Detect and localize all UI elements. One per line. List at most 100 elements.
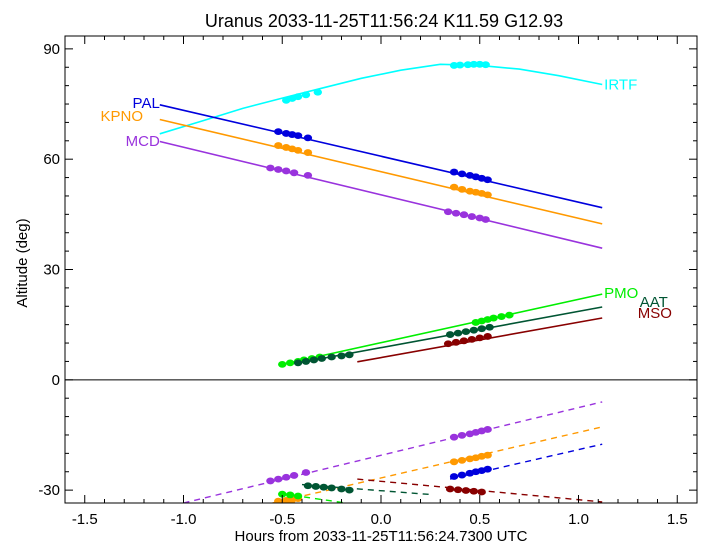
site-label-mso: MSO xyxy=(638,305,672,322)
mso-below-horizon-point xyxy=(445,485,455,493)
mcd-point xyxy=(282,167,291,175)
irtf-point xyxy=(469,60,479,68)
aat-point xyxy=(293,359,303,367)
kpno-point xyxy=(293,146,303,154)
x-tick-label: 1.5 xyxy=(667,511,688,528)
pal-below-horizon-point xyxy=(483,465,492,473)
pal-series-line xyxy=(159,104,603,209)
site-label-irtf: IRTF xyxy=(604,77,637,94)
pal-below-horizon-point xyxy=(457,471,467,479)
plot-area xyxy=(65,60,697,503)
aat-point xyxy=(345,351,354,359)
y-tick-label: 60 xyxy=(43,151,60,168)
x-tick-label: 0.0 xyxy=(371,511,392,528)
x-tick-label: 0.5 xyxy=(469,511,490,528)
x-axis-label: Hours from 2033-11-25T11:56:24.7300 UTC xyxy=(235,528,528,545)
aat-point xyxy=(309,356,319,364)
aat-point xyxy=(337,352,346,360)
mcd-point xyxy=(289,169,299,177)
pal-point xyxy=(303,134,313,142)
chart-title: Uranus 2033-11-25T11:56:24 K11.59 G12.93 xyxy=(205,11,563,31)
pmo-point xyxy=(278,360,287,368)
mcd-below-horizon-point xyxy=(483,426,492,433)
x-tick-label: -1.0 xyxy=(171,511,197,528)
x-tick-label: -0.5 xyxy=(269,511,295,528)
y-axis-label: Altitude (deg) xyxy=(14,218,31,307)
mso-below-horizon-point xyxy=(469,487,479,495)
mcd-point xyxy=(459,211,469,219)
pmo-series-line xyxy=(282,293,603,366)
mso-point xyxy=(467,335,477,343)
mcd-point xyxy=(443,208,453,216)
aat-below-horizon-point xyxy=(319,483,328,491)
mso-below-horizon-point xyxy=(477,488,486,496)
mso-point xyxy=(443,340,453,348)
kpno-series-line xyxy=(159,118,603,225)
pal-point xyxy=(457,170,467,178)
site-label-kpno: KPNO xyxy=(101,108,144,125)
mso-point xyxy=(459,337,469,345)
site-label-mcd: MCD xyxy=(126,133,160,150)
aat-point xyxy=(317,355,326,362)
site-label-pmo: PMO xyxy=(604,285,638,302)
mcd-point xyxy=(303,171,313,179)
mcd-below-horizon-point xyxy=(457,431,467,439)
mcd-below-horizon-point xyxy=(289,472,299,479)
irtf-point xyxy=(301,91,311,99)
kpno-point xyxy=(303,149,313,156)
x-tick-label: 1.0 xyxy=(568,511,589,528)
pal-point xyxy=(483,176,492,184)
aat-below-horizon-point xyxy=(345,486,354,494)
x-tick-label: -1.5 xyxy=(72,511,98,528)
aat-point xyxy=(453,329,463,337)
mcd-point xyxy=(451,209,461,217)
site-label-aat: AAT xyxy=(640,294,668,311)
y-tick-label: 90 xyxy=(43,41,60,58)
mcd-point xyxy=(481,216,490,223)
axes: -1.5 -1.0 -0.5 0.0 0.5 1.0 1.5 -30 0 30 60 90 xyxy=(38,36,697,528)
mso-below-horizon-point xyxy=(461,487,471,494)
irtf-point xyxy=(293,93,303,101)
aat-point xyxy=(327,353,336,361)
aat-point xyxy=(445,331,455,338)
pmo-below-horizon-point xyxy=(293,492,303,500)
pmo-point xyxy=(285,359,295,367)
y-tick-label: -30 xyxy=(38,482,60,499)
irtf-point xyxy=(455,61,465,69)
kpno-point xyxy=(449,183,459,191)
aat-below-horizon-point xyxy=(337,485,346,493)
pmo-below-horizon-point xyxy=(278,490,287,498)
kpno-below-horizon-point xyxy=(457,456,467,464)
mcd-point xyxy=(274,166,283,173)
mso-point xyxy=(475,334,484,342)
aat-below-horizon-point xyxy=(327,484,336,492)
aat-point xyxy=(469,326,479,334)
aat-point xyxy=(477,325,486,333)
mcd-point xyxy=(467,213,477,220)
aat-point xyxy=(461,328,471,336)
y-tick-label: 30 xyxy=(43,262,60,279)
pmo-point xyxy=(489,314,498,322)
mcd-below-horizon-point xyxy=(301,469,311,476)
aat-below-horizon-point xyxy=(303,482,313,490)
kpno-point xyxy=(274,142,283,149)
pmo-below-horizon-point xyxy=(285,491,295,499)
mcd-below-horizon-point xyxy=(282,473,291,481)
irtf-point xyxy=(313,88,322,96)
aat-below-horizon-point xyxy=(311,483,321,490)
y-tick-label: 0 xyxy=(52,372,60,389)
kpno-point xyxy=(483,191,492,199)
kpno-below-horizon-point xyxy=(449,458,459,466)
mcd-below-horizon-point xyxy=(274,475,283,483)
pmo-point xyxy=(505,311,514,319)
pal-point xyxy=(274,128,283,136)
mcd-series-line xyxy=(159,140,603,249)
pal-below-horizon-point xyxy=(449,473,459,480)
kpno-below-horizon-line xyxy=(272,426,603,503)
irtf-point xyxy=(481,61,490,69)
site-label-pal: PAL xyxy=(133,95,160,112)
aat-point xyxy=(485,323,494,331)
mso-point xyxy=(483,333,492,340)
aat-point xyxy=(301,358,311,365)
